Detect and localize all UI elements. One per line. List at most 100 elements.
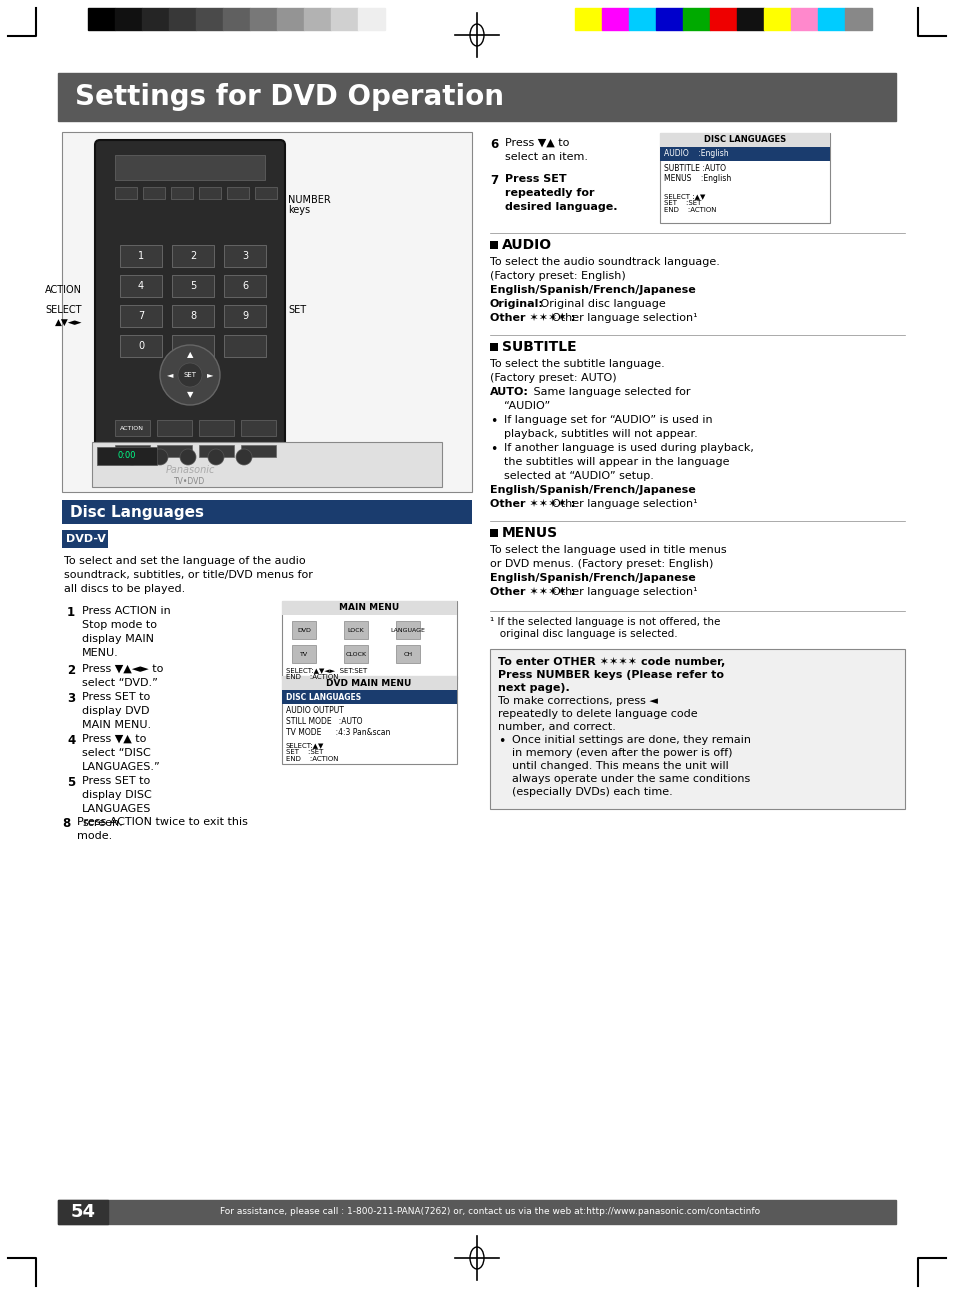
Bar xyxy=(282,675,456,763)
Text: Other ✶✶✶✶ :: Other ✶✶✶✶ : xyxy=(490,313,575,324)
Text: MAIN MENU.: MAIN MENU. xyxy=(82,719,151,730)
Text: select “DVD.”: select “DVD.” xyxy=(82,678,157,688)
Bar xyxy=(282,600,456,615)
Text: Same language selected for: Same language selected for xyxy=(530,387,690,397)
Text: END    :ACTION: END :ACTION xyxy=(663,207,716,214)
Text: 9: 9 xyxy=(242,311,248,321)
Text: until changed. This means the unit will: until changed. This means the unit will xyxy=(512,761,728,771)
Text: TV•DVD: TV•DVD xyxy=(174,477,206,487)
Bar xyxy=(490,241,497,248)
Bar xyxy=(169,8,195,30)
Text: 0: 0 xyxy=(138,342,144,351)
Text: ACTION: ACTION xyxy=(120,426,144,431)
Text: LOCK: LOCK xyxy=(347,628,364,633)
Text: For assistance, please call : 1-800-211-PANA(7262) or, contact us via the web at: For assistance, please call : 1-800-211-… xyxy=(220,1207,760,1216)
Text: keys: keys xyxy=(288,204,310,215)
Bar xyxy=(142,8,169,30)
Bar xyxy=(120,305,162,327)
Text: Other ✶✶✶✶ :: Other ✶✶✶✶ : xyxy=(490,587,575,597)
Text: display DVD: display DVD xyxy=(82,707,150,716)
Text: English/Spanish/French/Japanese: English/Spanish/French/Japanese xyxy=(490,573,695,584)
Bar xyxy=(199,421,233,436)
Bar xyxy=(276,8,304,30)
Text: Press SET: Press SET xyxy=(504,173,566,184)
Bar xyxy=(763,8,790,30)
Text: 5: 5 xyxy=(190,281,196,291)
Text: Press SET to: Press SET to xyxy=(82,776,150,785)
Bar xyxy=(88,8,115,30)
Text: LANGUAGES.”: LANGUAGES.” xyxy=(82,762,161,773)
Circle shape xyxy=(180,449,195,465)
Text: 6: 6 xyxy=(242,281,248,291)
Text: Stop mode to: Stop mode to xyxy=(82,620,157,630)
Bar xyxy=(120,245,162,267)
Bar xyxy=(844,8,871,30)
Text: Other language selection¹: Other language selection¹ xyxy=(552,587,697,597)
Bar xyxy=(282,690,456,704)
Bar xyxy=(395,644,419,663)
Circle shape xyxy=(160,345,220,405)
Text: DISC LANGUAGES: DISC LANGUAGES xyxy=(703,136,785,145)
Bar xyxy=(115,421,150,436)
Bar xyxy=(682,8,709,30)
Text: DVD MAIN MENU: DVD MAIN MENU xyxy=(326,678,412,687)
Text: AUDIO OUTPUT: AUDIO OUTPUT xyxy=(286,707,343,716)
Text: Panasonic: Panasonic xyxy=(165,465,214,475)
Bar xyxy=(357,8,385,30)
Bar xyxy=(659,148,829,160)
Text: To select and set the language of the audio: To select and set the language of the au… xyxy=(64,556,305,565)
Bar xyxy=(304,8,331,30)
Bar xyxy=(97,446,157,465)
Text: To enter OTHER ✶✶✶✶ code number,: To enter OTHER ✶✶✶✶ code number, xyxy=(497,657,724,668)
Text: English/Spanish/French/Japanese: English/Spanish/French/Japanese xyxy=(490,285,695,295)
Text: repeatedly to delete language code: repeatedly to delete language code xyxy=(497,709,697,719)
Text: AUDIO: AUDIO xyxy=(501,238,552,252)
Text: •: • xyxy=(490,415,497,428)
Text: in memory (even after the power is off): in memory (even after the power is off) xyxy=(512,748,732,758)
Text: 7: 7 xyxy=(490,173,497,188)
Circle shape xyxy=(235,449,252,465)
Bar xyxy=(227,188,249,199)
Text: original disc language is selected.: original disc language is selected. xyxy=(490,629,677,639)
Bar xyxy=(628,8,656,30)
Bar xyxy=(659,133,829,223)
Text: DISC LANGUAGES: DISC LANGUAGES xyxy=(286,692,361,701)
Bar xyxy=(575,8,601,30)
Text: LANGUAGES: LANGUAGES xyxy=(82,804,152,814)
Text: To make corrections, press ◄: To make corrections, press ◄ xyxy=(497,696,658,707)
Circle shape xyxy=(178,364,202,387)
Bar xyxy=(199,188,221,199)
Text: select an item.: select an item. xyxy=(504,151,587,162)
Bar xyxy=(58,72,895,122)
Text: SELECT: SELECT xyxy=(46,305,82,314)
Text: English/Spanish/French/Japanese: English/Spanish/French/Japanese xyxy=(490,485,695,496)
Text: CH: CH xyxy=(403,651,412,656)
Text: always operate under the same conditions: always operate under the same conditions xyxy=(512,774,749,784)
Bar xyxy=(224,245,266,267)
Bar xyxy=(143,188,165,199)
Text: ▲▼◄►: ▲▼◄► xyxy=(54,317,82,326)
Text: 6: 6 xyxy=(490,138,497,151)
Text: If another language is used during playback,: If another language is used during playb… xyxy=(503,443,753,453)
Bar xyxy=(790,8,817,30)
Bar xyxy=(62,531,108,547)
Bar xyxy=(395,621,419,639)
Text: If language set for “AUDIO” is used in: If language set for “AUDIO” is used in xyxy=(503,415,712,424)
Text: Once initial settings are done, they remain: Once initial settings are done, they rem… xyxy=(512,735,750,745)
Text: MENU.: MENU. xyxy=(82,648,118,659)
Bar xyxy=(254,188,276,199)
Text: END    :ACTION: END :ACTION xyxy=(286,674,338,681)
Text: 1: 1 xyxy=(138,251,144,261)
Text: TV MODE      :4:3 Pan&scan: TV MODE :4:3 Pan&scan xyxy=(286,729,390,738)
Bar xyxy=(344,621,368,639)
Text: 7: 7 xyxy=(138,311,144,321)
Text: Press ACTION twice to exit this: Press ACTION twice to exit this xyxy=(77,817,248,827)
Bar xyxy=(601,8,628,30)
Text: desired language.: desired language. xyxy=(504,202,617,212)
Text: 8: 8 xyxy=(62,817,71,829)
Text: LANGUAGE: LANGUAGE xyxy=(390,628,425,633)
Text: TV: TV xyxy=(299,651,308,656)
Text: number, and correct.: number, and correct. xyxy=(497,722,616,732)
Text: “AUDIO”: “AUDIO” xyxy=(503,401,550,411)
Bar xyxy=(199,445,233,457)
